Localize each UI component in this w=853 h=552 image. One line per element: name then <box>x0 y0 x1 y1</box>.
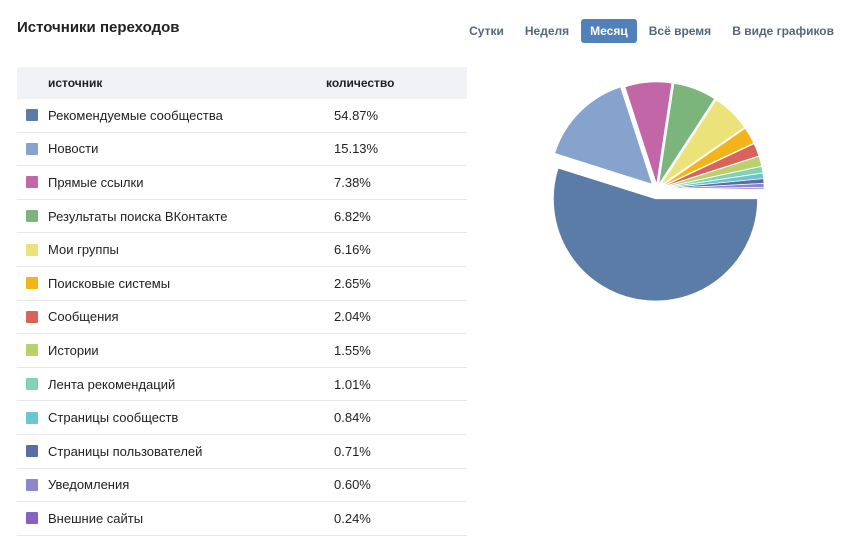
period-tabs: Сутки Неделя Месяц Всё время В виде граф… <box>457 19 843 43</box>
legend-swatch <box>26 478 38 491</box>
source-percentage: 6.82% <box>334 208 371 224</box>
pie-slice[interactable] <box>658 83 715 185</box>
table-row: Страницы пользователей 0.71% <box>17 435 467 469</box>
source-name: Новости <box>48 141 99 157</box>
source-percentage: 2.65% <box>334 275 371 291</box>
source-name: Внешние сайты <box>48 510 144 526</box>
column-header-count: количество <box>326 76 395 90</box>
pie-chart <box>553 81 765 302</box>
source-name: Уведомления <box>48 477 130 493</box>
table-row: Прямые ссылки 7.38% <box>17 166 467 200</box>
table-row: Страницы сообществ 0.84% <box>17 401 467 435</box>
pie-chart-container <box>530 60 790 320</box>
source-name: Страницы сообществ <box>48 410 179 426</box>
pie-slice[interactable] <box>624 81 673 185</box>
table-row: Лента рекомендаций 1.01% <box>17 368 467 402</box>
tab-week[interactable]: Неделя <box>524 24 570 38</box>
legend-swatch <box>26 176 38 189</box>
legend-swatch <box>26 210 38 223</box>
source-name: Поисковые системы <box>48 275 171 291</box>
source-percentage: 0.24% <box>334 510 371 526</box>
tab-as-graphs[interactable]: В виде графиков <box>732 24 834 38</box>
legend-swatch <box>26 243 38 256</box>
legend-swatch <box>26 109 38 122</box>
pie-slice[interactable] <box>661 143 760 188</box>
source-percentage: 7.38% <box>334 174 371 190</box>
source-percentage: 6.16% <box>334 242 371 258</box>
column-header-source: источник <box>48 76 103 90</box>
table-row: Внешние сайты 0.24% <box>17 502 467 536</box>
legend-swatch <box>26 277 38 290</box>
pie-slice[interactable] <box>661 156 762 188</box>
source-name: Лента рекомендаций <box>48 376 176 392</box>
table-row: Уведомления 0.60% <box>17 469 467 503</box>
table-row: Мои группы 6.16% <box>17 233 467 267</box>
legend-swatch <box>26 411 38 424</box>
table-header: источник количество <box>17 67 467 99</box>
table-row: Сообщения 2.04% <box>17 301 467 335</box>
source-name: Страницы пользователей <box>48 443 203 459</box>
pie-slice[interactable] <box>660 99 745 186</box>
source-name: Рекомендуемые сообщества <box>48 107 223 123</box>
source-percentage: 54.87% <box>334 107 379 123</box>
source-name: Истории <box>48 342 99 358</box>
pie-slice[interactable] <box>661 187 765 190</box>
legend-swatch <box>26 445 38 458</box>
source-name: Результаты поиска ВКонтакте <box>48 208 228 224</box>
table-row: Рекомендуемые сообщества 54.87% <box>17 99 467 133</box>
tab-day[interactable]: Сутки <box>469 24 504 38</box>
source-name: Прямые ссылки <box>48 174 144 190</box>
legend-swatch <box>26 142 38 155</box>
source-percentage: 0.60% <box>334 477 371 493</box>
legend-swatch <box>26 344 38 357</box>
sources-table: источник количество Рекомендуемые сообще… <box>17 67 467 536</box>
source-name: Сообщения <box>48 309 119 325</box>
source-percentage: 1.55% <box>334 342 371 358</box>
table-row: Истории 1.55% <box>17 334 467 368</box>
legend-swatch <box>26 310 38 323</box>
pie-slice[interactable] <box>553 167 758 302</box>
source-percentage: 2.04% <box>334 309 371 325</box>
page-title: Источники переходов <box>17 19 180 36</box>
table-body: Рекомендуемые сообщества 54.87% Новости 15.… <box>17 99 467 536</box>
tab-all-time[interactable]: Всё время <box>648 24 712 38</box>
source-percentage: 15.13% <box>334 141 379 157</box>
pie-slice[interactable] <box>554 86 653 185</box>
table-row: Результаты поиска ВКонтакте 6.82% <box>17 200 467 234</box>
legend-swatch <box>26 512 38 525</box>
source-name: Мои группы <box>48 242 119 258</box>
source-percentage: 1.01% <box>334 376 371 392</box>
source-percentage: 0.84% <box>334 410 371 426</box>
legend-swatch <box>26 378 38 391</box>
pie-slice[interactable] <box>661 128 755 187</box>
table-row: Новости 15.13% <box>17 133 467 167</box>
tab-month[interactable]: Месяц <box>581 19 637 43</box>
table-row: Поисковые системы 2.65% <box>17 267 467 301</box>
source-percentage: 0.71% <box>334 443 371 459</box>
